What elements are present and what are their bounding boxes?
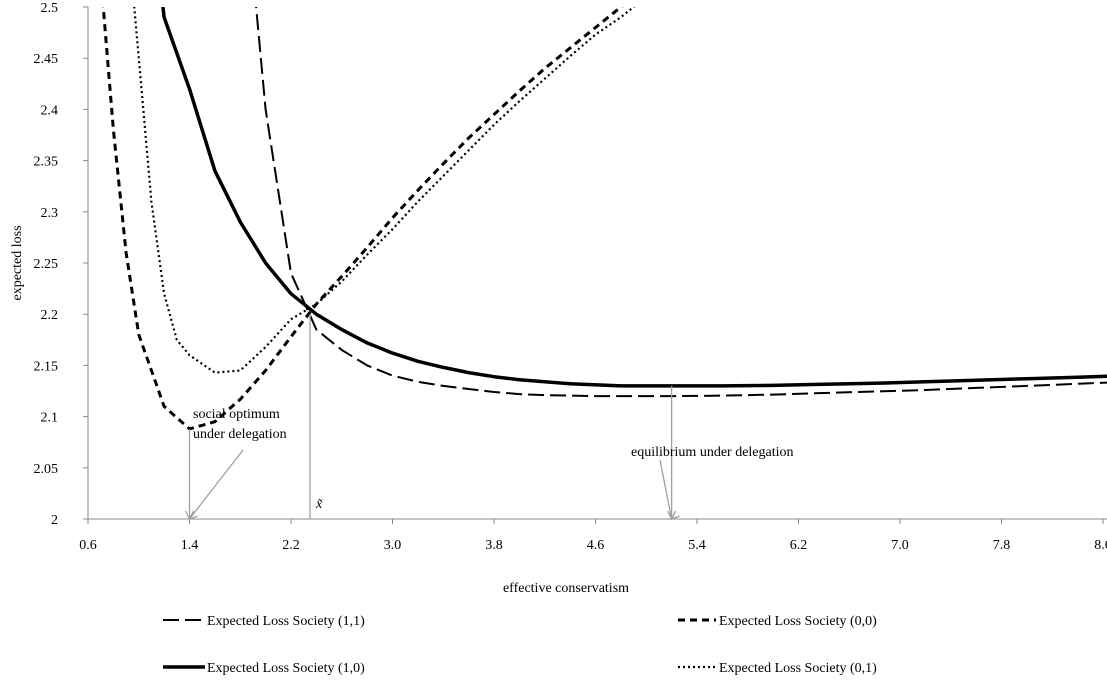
x-tick-label: 7.0 bbox=[891, 538, 909, 553]
equilibrium-label: equilibrium under delegation bbox=[631, 445, 794, 460]
x-tick-label: 8.6 bbox=[1094, 538, 1107, 553]
x-tick-label: 3.0 bbox=[384, 538, 402, 553]
x-ticks: 0.61.42.23.03.84.65.46.27.07.88.69.4 bbox=[79, 519, 1107, 553]
y-tick-label: 2.3 bbox=[41, 206, 59, 221]
series-line-2 bbox=[101, 7, 624, 431]
legend-item-1-0: Expected Loss Society (1,0) bbox=[163, 661, 365, 676]
axes bbox=[87, 7, 1107, 520]
y-tick-label: 2.05 bbox=[34, 462, 59, 477]
x-tick-label: 7.8 bbox=[993, 538, 1011, 553]
legend-label-0-0: Expected Loss Society (0,0) bbox=[719, 614, 877, 629]
series-layer bbox=[101, 7, 1107, 431]
legend-label-1-1: Expected Loss Society (1,1) bbox=[207, 614, 365, 629]
y-axis-title: expected loss bbox=[10, 225, 25, 300]
social-optimum-label: social optimum bbox=[193, 407, 280, 422]
arrow-head bbox=[670, 510, 680, 521]
equilibrium-pointer-line bbox=[659, 459, 673, 520]
legend-item-0-1: Expected Loss Society (0,1) bbox=[678, 661, 877, 676]
x-tick-label: 5.4 bbox=[688, 538, 706, 553]
x-tick-label: 4.6 bbox=[587, 538, 605, 553]
x-tick-label: 2.2 bbox=[282, 538, 300, 553]
x-tilde-label: x̃ bbox=[315, 497, 323, 512]
y-tick-label: 2.4 bbox=[41, 103, 59, 118]
y-tick-label: 2.15 bbox=[34, 359, 59, 374]
y-tick-label: 2 bbox=[51, 513, 58, 528]
arrow-head bbox=[188, 510, 198, 521]
series-line-3 bbox=[161, 7, 1107, 388]
y-tick-label: 2.35 bbox=[34, 155, 59, 170]
annotation-layer: social optimum under delegation x̃ equilibr… bbox=[184, 314, 794, 521]
legend: Expected Loss Society (1,1) Expected Los… bbox=[163, 614, 877, 676]
legend-item-1-1: Expected Loss Society (1,1) bbox=[163, 614, 365, 629]
x-axis-title: effective conservatism bbox=[503, 581, 629, 596]
series-line-4 bbox=[133, 7, 636, 374]
x-tick-label: 1.4 bbox=[181, 538, 199, 553]
social-optimum-label: under delegation bbox=[193, 427, 287, 442]
social-optimum-pointer-line bbox=[188, 449, 244, 520]
y-tick-label: 2.5 bbox=[41, 1, 59, 16]
legend-item-0-0: Expected Loss Society (0,0) bbox=[678, 614, 877, 629]
y-tick-label: 2.45 bbox=[34, 52, 59, 67]
y-tick-label: 2.1 bbox=[41, 411, 59, 426]
x-tick-label: 3.8 bbox=[485, 538, 503, 553]
legend-label-0-1: Expected Loss Society (0,1) bbox=[719, 661, 877, 676]
legend-label-1-0: Expected Loss Society (1,0) bbox=[207, 661, 365, 676]
x-tick-label: 0.6 bbox=[79, 538, 97, 553]
series-line-1 bbox=[255, 7, 1107, 398]
y-ticks: 2 2.05 2.1 2.15 2.2 2.25 2.3 2.35 2.4 2.45 2.5 bbox=[34, 1, 88, 528]
x-tick-label: 6.2 bbox=[790, 538, 808, 553]
y-tick-label: 2.2 bbox=[41, 308, 59, 323]
y-tick-label: 2.25 bbox=[34, 257, 59, 272]
